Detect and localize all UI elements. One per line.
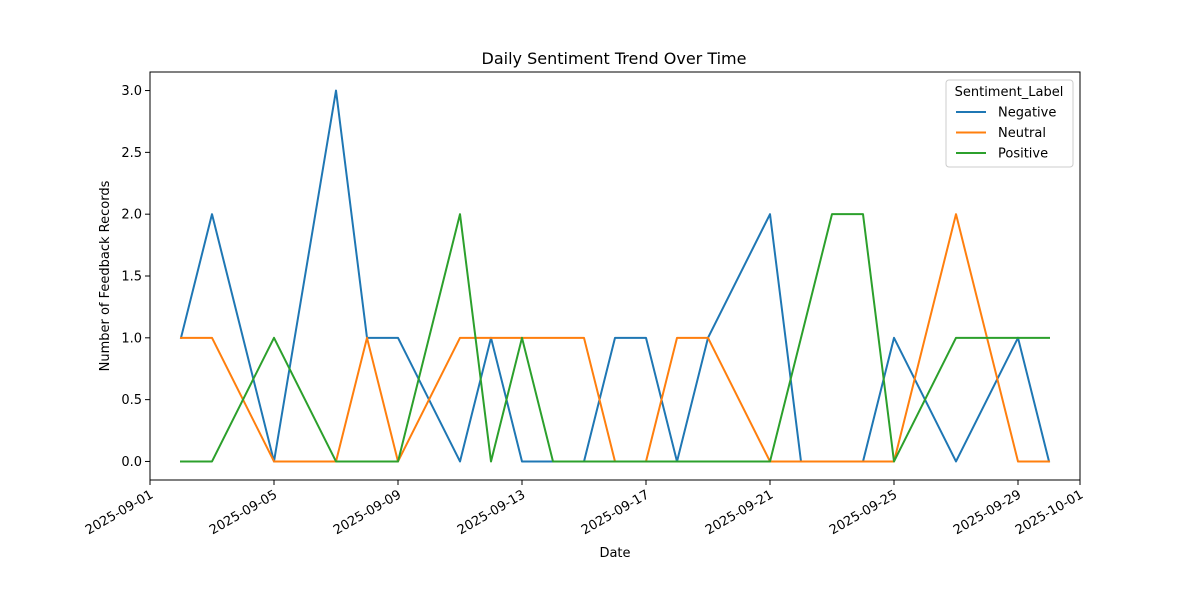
y-axis-label: Number of Feedback Records — [98, 180, 113, 371]
x-tick-label: 2025-10-01 — [1013, 487, 1086, 538]
x-axis-label: Date — [599, 546, 630, 561]
series-line-negative — [179, 89, 1051, 463]
x-tick-label: 2025-09-09 — [331, 487, 404, 538]
y-tick-label: 2.5 — [121, 146, 142, 161]
y-tick-label: 2.0 — [121, 208, 142, 223]
legend-label-positive: Positive — [998, 147, 1048, 162]
legend-label-negative: Negative — [998, 106, 1056, 121]
legend: Sentiment_Label Negative Neutral Positive — [945, 79, 1074, 168]
y-tick-label: 0.0 — [121, 455, 142, 470]
y-tick-label: 1.5 — [121, 270, 142, 285]
series-line-positive — [180, 213, 1050, 463]
legend-title: Sentiment_Label — [955, 85, 1064, 100]
x-tick-label: 2025-09-29 — [951, 487, 1024, 538]
y-tick-label: 3.0 — [121, 84, 142, 99]
legend-label-neutral: Neutral — [998, 126, 1046, 141]
chart-title: Daily Sentiment Trend Over Time — [482, 49, 747, 68]
legend-box — [945, 79, 1074, 168]
x-tick-label: 2025-09-01 — [83, 487, 156, 538]
x-tick-label: 2025-09-25 — [827, 487, 900, 538]
y-tick-label: 1.0 — [121, 331, 142, 346]
x-tick-label: 2025-09-13 — [455, 487, 528, 538]
x-tick-label: 2025-09-05 — [207, 487, 280, 538]
x-tick-label: 2025-09-21 — [703, 487, 776, 538]
y-tick-label: 0.5 — [121, 393, 142, 408]
x-tick-label: 2025-09-17 — [579, 487, 652, 538]
plot-area — [179, 89, 1051, 463]
